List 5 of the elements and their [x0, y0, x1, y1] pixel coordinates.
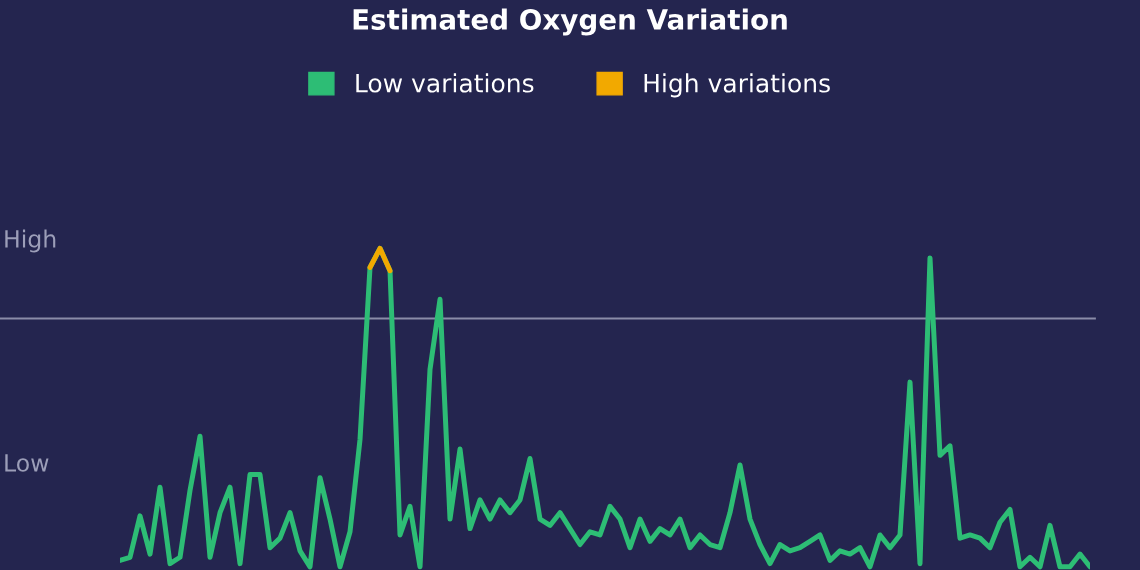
text: High	[5, 229, 56, 253]
legend-label: High variations	[644, 73, 830, 98]
legend-label: Low variations	[356, 73, 534, 93]
chart-title: Estimated Oxygen Variation	[353, 8, 787, 36]
text: Low	[5, 454, 49, 472]
